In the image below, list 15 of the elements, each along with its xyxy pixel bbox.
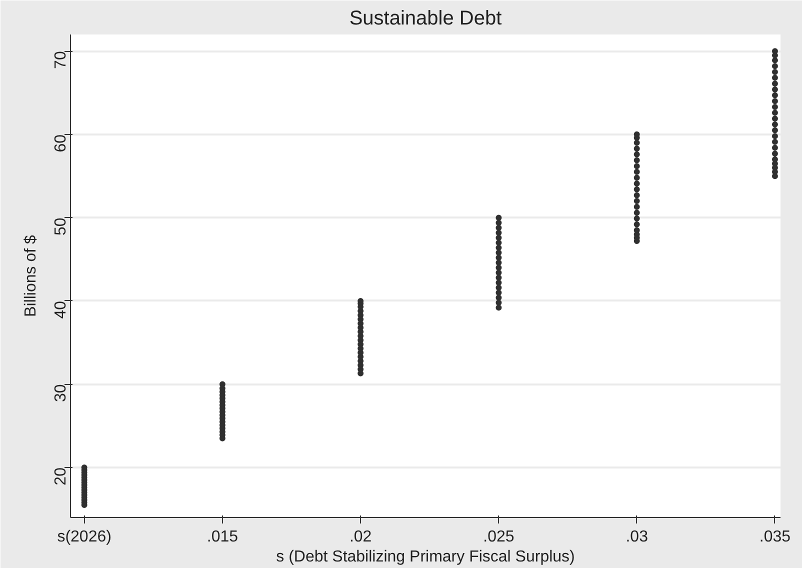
y-tick-label: 50 (52, 218, 70, 236)
x-tick-label: .035 (759, 528, 791, 546)
x-tick-label: s(2026) (57, 528, 112, 546)
y-tick-label: 20 (52, 467, 70, 486)
y-tick-label: 30 (52, 384, 70, 402)
y-tick-label: 60 (52, 134, 70, 152)
y-tick-label: 70 (52, 51, 70, 69)
y-axis-title: Billions of $ (22, 234, 40, 317)
x-tick-label: .02 (349, 528, 372, 546)
x-tick-label: .015 (206, 528, 238, 546)
x-tick-label: .03 (626, 528, 648, 546)
x-tick-label: .025 (483, 528, 514, 546)
y-tick-label: 40 (52, 300, 70, 319)
chart-title: Sustainable Debt (349, 8, 502, 30)
x-axis-title: s (Debt Stabilizing Primary Fiscal Surplus) (276, 548, 575, 566)
